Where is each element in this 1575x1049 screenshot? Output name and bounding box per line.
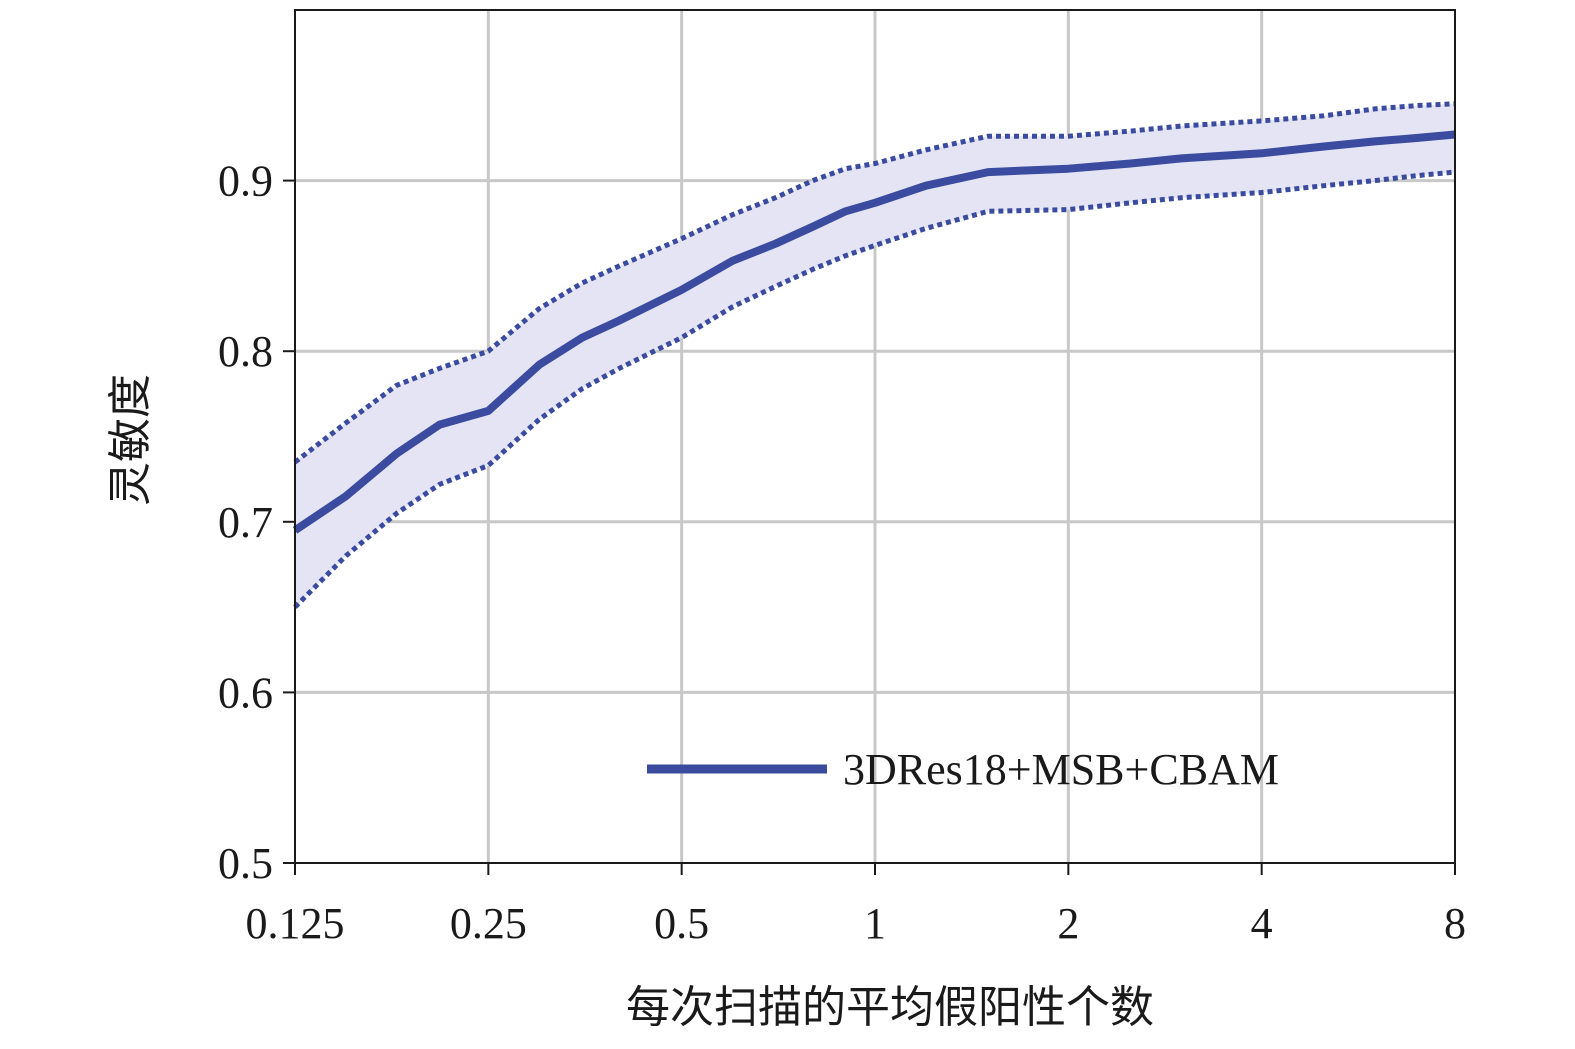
y-tick-label: 0.5 bbox=[218, 839, 273, 888]
y-tick-label: 0.6 bbox=[218, 668, 273, 717]
upper-bound-line bbox=[293, 101, 1456, 465]
legend: 3DRes18+MSB+CBAM bbox=[647, 745, 1279, 794]
y-tick-label: 0.7 bbox=[218, 498, 273, 547]
x-axis-label: 每次扫描的平均假阳性个数 bbox=[626, 982, 1154, 1033]
y-axis-label: 灵敏度 bbox=[105, 374, 156, 506]
x-tick-label: 1 bbox=[864, 899, 886, 948]
x-tick-label: 2 bbox=[1057, 899, 1079, 948]
x-tick-label: 0.5 bbox=[654, 899, 709, 948]
axis-ticks: 0.125 0.25 0.5 1 2 4 8 0.5 0.6 0.7 0.8 0.9 bbox=[218, 157, 1466, 948]
y-tick-label: 0.8 bbox=[218, 327, 273, 376]
x-tick-label: 0.25 bbox=[450, 899, 527, 948]
x-tick-label: 8 bbox=[1444, 899, 1466, 948]
lower-bound-line bbox=[293, 169, 1456, 609]
x-tick-label: 4 bbox=[1251, 899, 1273, 948]
x-tick-label: 0.125 bbox=[246, 899, 345, 948]
y-tick-label: 0.9 bbox=[218, 157, 273, 206]
series-line bbox=[292, 130, 1456, 534]
legend-label: 3DRes18+MSB+CBAM bbox=[843, 745, 1279, 794]
